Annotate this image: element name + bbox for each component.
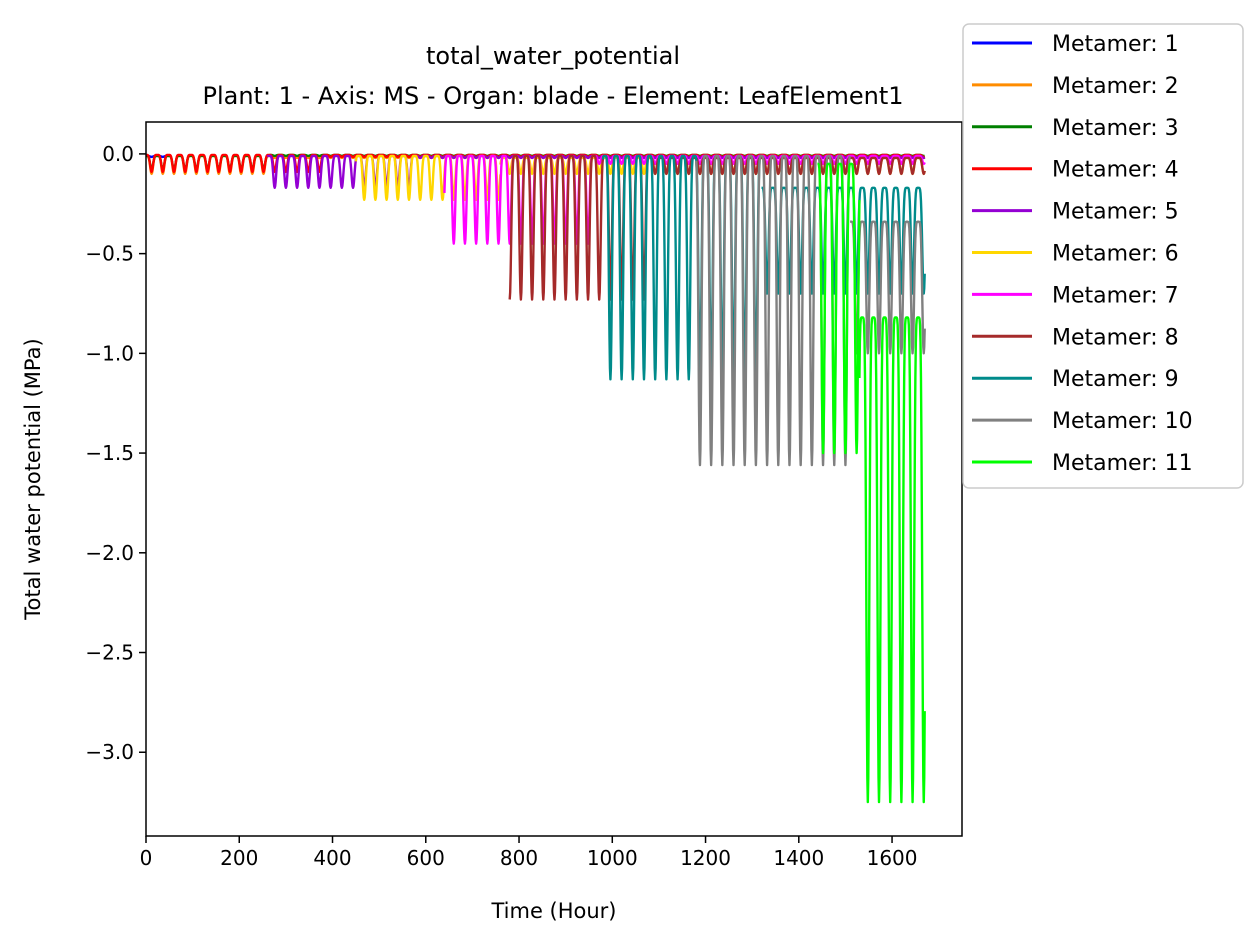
x-tick-label: 800 (500, 846, 538, 870)
legend-label: Metamer: 4 (1052, 158, 1179, 183)
x-axis-label: Time (Hour) (490, 899, 616, 923)
series-line (601, 154, 763, 381)
x-tick-label: 1200 (680, 846, 731, 870)
y-axis-label: Total water potential (MPa) (21, 338, 45, 620)
legend-label: Metamer: 1 (1052, 32, 1179, 57)
x-tick-label: 400 (313, 846, 351, 870)
y-axis: 0.0 −0.5 −1.0 −1.5 −2.0 −2.5 −3.0 (85, 142, 146, 764)
y-tick-label: −1.5 (85, 441, 134, 465)
legend-label: Metamer: 8 (1052, 325, 1179, 350)
legend-label: Metamer: 7 (1052, 283, 1179, 308)
legend-box (962, 23, 1244, 489)
y-tick-label: −1.0 (85, 341, 134, 365)
chart-subtitle: Plant: 1 - Axis: MS - Organ: blade - Ele… (202, 82, 903, 110)
legend-label: Metamer: 11 (1052, 451, 1193, 476)
y-tick-label: −0.5 (85, 242, 134, 266)
x-tick-label: 600 (407, 846, 445, 870)
x-tick-label: 200 (220, 846, 258, 870)
y-tick-label: −3.0 (85, 740, 134, 764)
series-line (849, 220, 926, 355)
legend-label: Metamer: 2 (1052, 74, 1179, 99)
series-line (816, 162, 861, 455)
y-tick-label: 0.0 (102, 142, 134, 166)
x-tick-label: 1600 (867, 846, 918, 870)
legend-label: Metamer: 6 (1052, 242, 1179, 267)
legend-label: Metamer: 5 (1052, 200, 1179, 225)
y-tick-label: −2.0 (85, 541, 134, 565)
x-tick-label: 0 (140, 846, 153, 870)
x-tick-label: 1400 (773, 846, 824, 870)
series-line (858, 316, 926, 804)
legend-label: Metamer: 3 (1052, 116, 1179, 141)
legend-label: Metamer: 10 (1052, 409, 1193, 434)
plot-frame (145, 121, 963, 837)
legend-label: Metamer: 9 (1052, 367, 1179, 392)
x-axis: 0 200 400 600 800 1000 1200 1400 1600 (140, 836, 918, 870)
y-tick-label: −2.5 (85, 641, 134, 665)
series-layer (146, 153, 926, 804)
x-tick-label: 1000 (587, 846, 638, 870)
legend: Metamer: 1 Metamer: 2 Metamer: 3 Metamer: 4… (962, 23, 1244, 489)
series-line (354, 154, 502, 201)
chart-title: total_water_potential (426, 42, 680, 70)
